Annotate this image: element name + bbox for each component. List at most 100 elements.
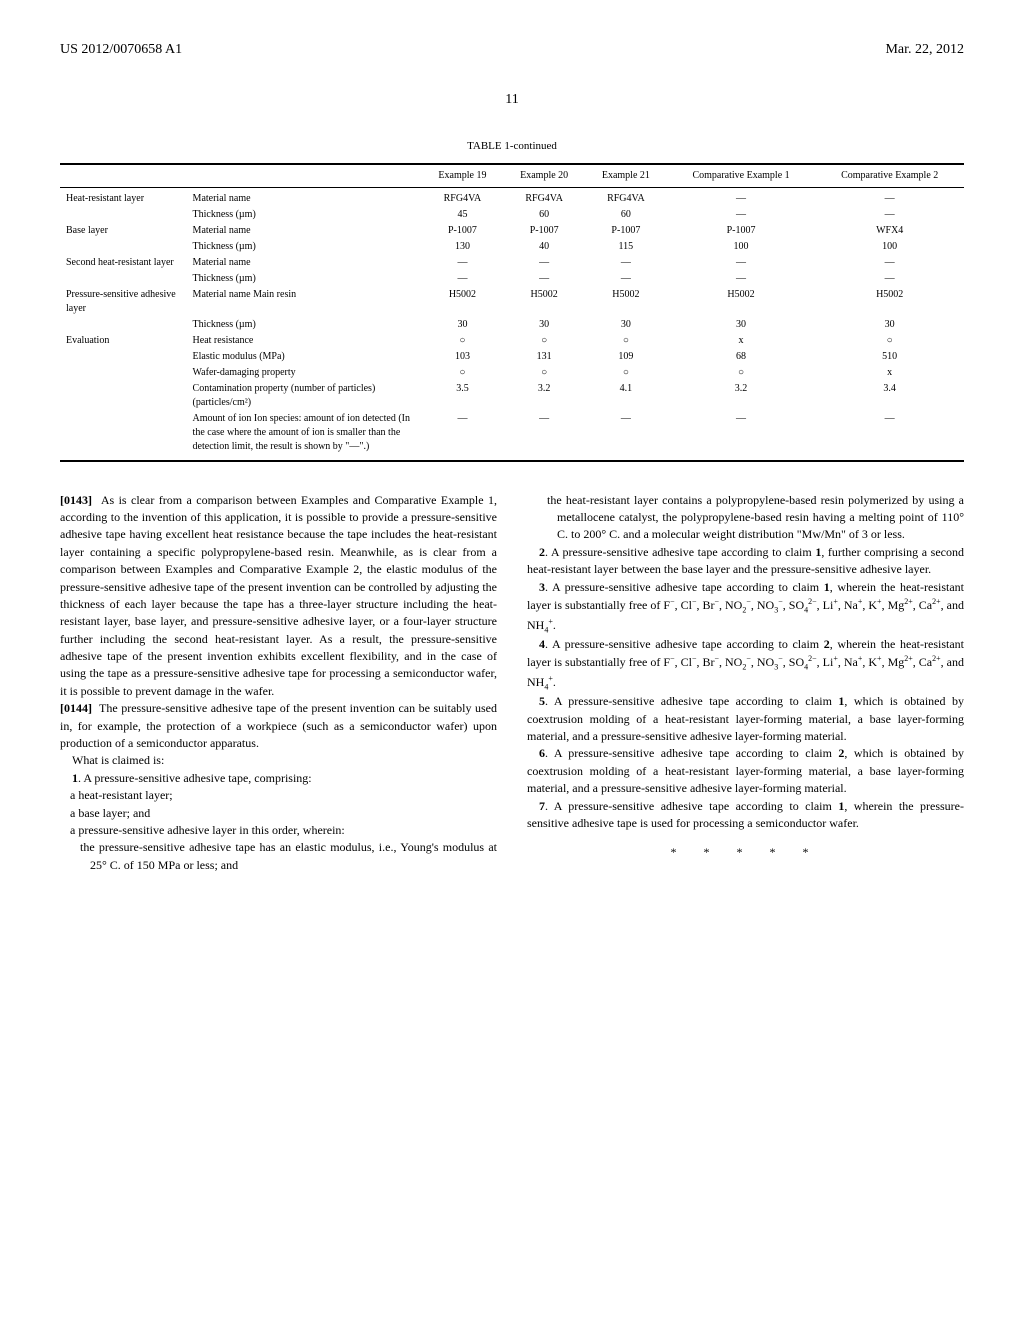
page-header: US 2012/0070658 A1 Mar. 22, 2012 bbox=[60, 40, 964, 60]
table-row: Thickness (µm)————— bbox=[60, 271, 964, 287]
table-cell bbox=[60, 381, 187, 411]
claim-line: the pressure-sensitive adhesive tape has… bbox=[60, 839, 497, 874]
table-cell: 30 bbox=[815, 317, 964, 333]
table-cell: Heat resistance bbox=[187, 333, 422, 349]
para-text: The pressure-sensitive adhesive tape of … bbox=[60, 701, 497, 750]
table-cell: ○ bbox=[503, 333, 585, 349]
table-cell: — bbox=[585, 411, 667, 461]
table-cell: P-1007 bbox=[585, 223, 667, 239]
claim-line: 1. A pressure-sensitive adhesive tape, c… bbox=[60, 770, 497, 787]
table-cell: H5002 bbox=[585, 287, 667, 317]
table-cell: P-1007 bbox=[422, 223, 504, 239]
table-row: Thickness (µm)3030303030 bbox=[60, 317, 964, 333]
claim: 2. A pressure-sensitive adhesive tape ac… bbox=[527, 544, 964, 579]
table-cell: 30 bbox=[422, 317, 504, 333]
table-cell: Material name bbox=[187, 223, 422, 239]
table-cell: 30 bbox=[667, 317, 816, 333]
claim: 4. A pressure-sensitive adhesive tape ac… bbox=[527, 636, 964, 693]
paragraph: [0143] As is clear from a comparison bet… bbox=[60, 492, 497, 701]
table-cell: Base layer bbox=[60, 223, 187, 239]
table-cell: — bbox=[815, 207, 964, 223]
table-cell: H5002 bbox=[667, 287, 816, 317]
table-cell: Material name bbox=[187, 255, 422, 271]
text-columns: [0143] As is clear from a comparison bet… bbox=[60, 492, 964, 875]
table-cell: — bbox=[815, 187, 964, 207]
table-cell: ○ bbox=[422, 365, 504, 381]
table-row: Base layerMaterial nameP-1007P-1007P-100… bbox=[60, 223, 964, 239]
table-row: Elastic modulus (MPa)10313110968510 bbox=[60, 349, 964, 365]
table-cell: RFG4VA bbox=[422, 187, 504, 207]
table-cell: 68 bbox=[667, 349, 816, 365]
table-cell: ○ bbox=[503, 365, 585, 381]
table-cell: 3.2 bbox=[667, 381, 816, 411]
table-cell bbox=[60, 411, 187, 461]
table-cell: Thickness (µm) bbox=[187, 207, 422, 223]
table-cell: x bbox=[815, 365, 964, 381]
col-header: Example 19 bbox=[422, 164, 504, 188]
para-text: As is clear from a comparison between Ex… bbox=[60, 493, 497, 698]
table-row: Thickness (µm)456060—— bbox=[60, 207, 964, 223]
table-cell: ○ bbox=[585, 333, 667, 349]
table-cell: — bbox=[585, 271, 667, 287]
table-cell: H5002 bbox=[422, 287, 504, 317]
table-cell: 109 bbox=[585, 349, 667, 365]
table-cell: 4.1 bbox=[585, 381, 667, 411]
right-column: the heat-resistant layer contains a poly… bbox=[527, 492, 964, 875]
patent-date: Mar. 22, 2012 bbox=[885, 40, 964, 60]
table-row: EvaluationHeat resistance○○○x○ bbox=[60, 333, 964, 349]
table-cell: P-1007 bbox=[667, 223, 816, 239]
table-cell: WFX4 bbox=[815, 223, 964, 239]
claim-text: . A pressure-sensitive adhesive tape, co… bbox=[78, 771, 312, 785]
table-cell: — bbox=[503, 271, 585, 287]
claim: 7. A pressure-sensitive adhesive tape ac… bbox=[527, 798, 964, 833]
table-cell bbox=[60, 317, 187, 333]
table-cell: 103 bbox=[422, 349, 504, 365]
col-header: Example 20 bbox=[503, 164, 585, 188]
col-header: Comparative Example 1 bbox=[667, 164, 816, 188]
table-cell: Thickness (µm) bbox=[187, 271, 422, 287]
table-cell: 60 bbox=[585, 207, 667, 223]
table-cell: Heat-resistant layer bbox=[60, 187, 187, 207]
patent-number: US 2012/0070658 A1 bbox=[60, 40, 182, 60]
table-cell: Wafer-damaging property bbox=[187, 365, 422, 381]
table-cell: Elastic modulus (MPa) bbox=[187, 349, 422, 365]
table-cell: 100 bbox=[815, 239, 964, 255]
table-row: Thickness (µm)13040115100100 bbox=[60, 239, 964, 255]
table-title: TABLE 1-continued bbox=[60, 139, 964, 154]
table-cell: ○ bbox=[422, 333, 504, 349]
table-row: Contamination property (number of partic… bbox=[60, 381, 964, 411]
table-cell: Second heat-resistant layer bbox=[60, 255, 187, 271]
table-cell: Material name bbox=[187, 187, 422, 207]
claim-line: a heat-resistant layer; bbox=[60, 787, 497, 804]
table-cell: — bbox=[667, 271, 816, 287]
table-cell: — bbox=[815, 411, 964, 461]
table-cell: 60 bbox=[503, 207, 585, 223]
claim: 3. A pressure-sensitive adhesive tape ac… bbox=[527, 579, 964, 636]
table-row: Second heat-resistant layerMaterial name… bbox=[60, 255, 964, 271]
table-cell: ○ bbox=[585, 365, 667, 381]
table-row: Heat-resistant layerMaterial nameRFG4VAR… bbox=[60, 187, 964, 207]
table-cell: Thickness (µm) bbox=[187, 239, 422, 255]
table-cell: — bbox=[422, 271, 504, 287]
table-cell: — bbox=[585, 255, 667, 271]
left-column: [0143] As is clear from a comparison bet… bbox=[60, 492, 497, 875]
table-cell bbox=[60, 365, 187, 381]
col-header: Comparative Example 2 bbox=[815, 164, 964, 188]
table-cell: — bbox=[667, 411, 816, 461]
table-cell: H5002 bbox=[503, 287, 585, 317]
table-cell: 130 bbox=[422, 239, 504, 255]
table-cell: P-1007 bbox=[503, 223, 585, 239]
table-cell: 45 bbox=[422, 207, 504, 223]
table-cell: RFG4VA bbox=[503, 187, 585, 207]
table-cell: — bbox=[503, 411, 585, 461]
table-cell: 30 bbox=[503, 317, 585, 333]
table-cell: — bbox=[667, 187, 816, 207]
claim: 5. A pressure-sensitive adhesive tape ac… bbox=[527, 693, 964, 745]
table-cell: — bbox=[815, 255, 964, 271]
table-cell: 3.5 bbox=[422, 381, 504, 411]
table-cell: — bbox=[422, 255, 504, 271]
table-cell bbox=[60, 349, 187, 365]
table-cell: — bbox=[815, 271, 964, 287]
table-cell: Pressure-sensitive adhesive layer bbox=[60, 287, 187, 317]
table-cell: RFG4VA bbox=[585, 187, 667, 207]
